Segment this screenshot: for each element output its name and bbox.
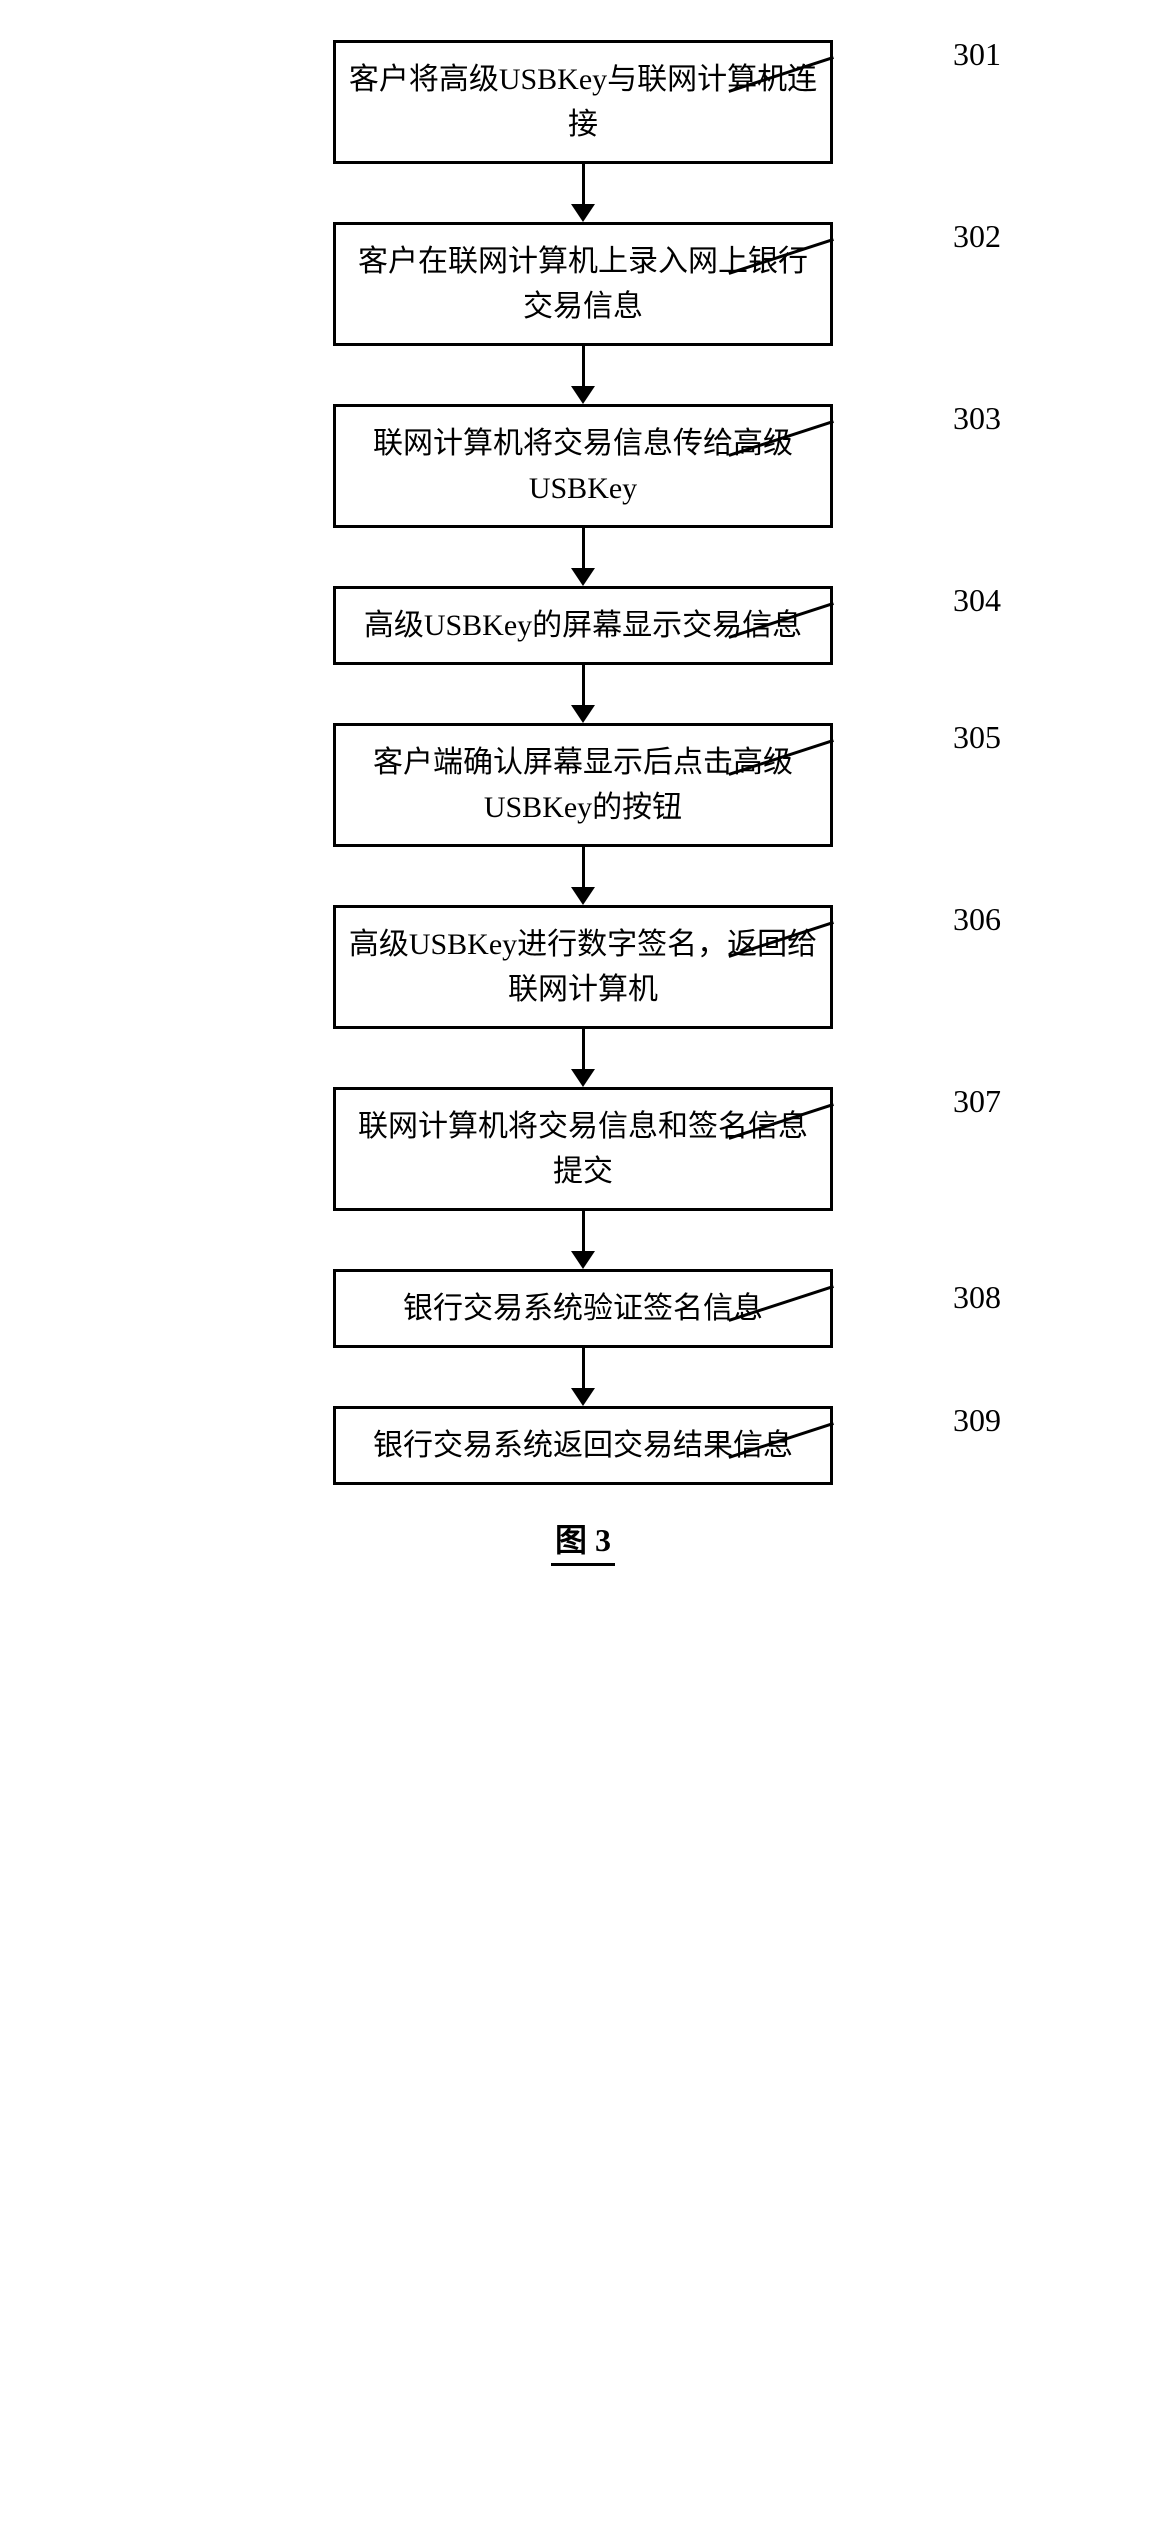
step-label-301: 301 — [953, 36, 1001, 73]
arrow-shaft — [582, 847, 585, 887]
step-box-307: 联网计算机将交易信息和签名信息提交 — [333, 1087, 833, 1211]
step-row-308: 银行交易系统验证签名信息308 — [333, 1269, 833, 1348]
step-box-305: 客户端确认屏幕显示后点击高级USBKey的按钮 — [333, 723, 833, 847]
arrow-shaft — [582, 1029, 585, 1069]
arrow-304 — [333, 665, 833, 723]
step-box-301: 客户将高级USBKey与联网计算机连接 — [333, 40, 833, 164]
arrow-head-icon — [571, 887, 595, 905]
arrow-302 — [333, 346, 833, 404]
step-box-303: 联网计算机将交易信息传给高级USBKey — [333, 404, 833, 528]
step-row-305: 客户端确认屏幕显示后点击高级USBKey的按钮305 — [333, 723, 833, 847]
arrow-303 — [333, 528, 833, 586]
step-label-304: 304 — [953, 582, 1001, 619]
figure-label: 图 3 — [551, 1515, 615, 1566]
step-row-302: 客户在联网计算机上录入网上银行交易信息302 — [333, 222, 833, 346]
step-label-309: 309 — [953, 1402, 1001, 1439]
arrow-shaft — [582, 528, 585, 568]
step-row-307: 联网计算机将交易信息和签名信息提交307 — [333, 1087, 833, 1211]
arrow-head-icon — [571, 705, 595, 723]
arrow-head-icon — [571, 1069, 595, 1087]
step-label-307: 307 — [953, 1083, 1001, 1120]
arrow-308 — [333, 1348, 833, 1406]
step-row-304: 高级USBKey的屏幕显示交易信息304 — [333, 586, 833, 665]
step-row-303: 联网计算机将交易信息传给高级USBKey303 — [333, 404, 833, 528]
arrow-head-icon — [571, 1388, 595, 1406]
arrow-head-icon — [571, 1251, 595, 1269]
step-label-302: 302 — [953, 218, 1001, 255]
arrow-shaft — [582, 1348, 585, 1388]
arrow-307 — [333, 1211, 833, 1269]
step-label-306: 306 — [953, 901, 1001, 938]
arrow-shaft — [582, 665, 585, 705]
arrow-305 — [333, 847, 833, 905]
flowchart-container: 客户将高级USBKey与联网计算机连接301 客户在联网计算机上录入网上银行交易信… — [333, 40, 833, 1485]
arrow-shaft — [582, 346, 585, 386]
arrow-shaft — [582, 164, 585, 204]
step-row-309: 银行交易系统返回交易结果信息309 — [333, 1406, 833, 1485]
step-box-306: 高级USBKey进行数字签名，返回给联网计算机 — [333, 905, 833, 1029]
step-row-301: 客户将高级USBKey与联网计算机连接301 — [333, 40, 833, 164]
arrow-head-icon — [571, 204, 595, 222]
step-label-308: 308 — [953, 1279, 1001, 1316]
arrow-head-icon — [571, 386, 595, 404]
step-box-302: 客户在联网计算机上录入网上银行交易信息 — [333, 222, 833, 346]
step-label-305: 305 — [953, 719, 1001, 756]
step-label-303: 303 — [953, 400, 1001, 437]
arrow-shaft — [582, 1211, 585, 1251]
step-row-306: 高级USBKey进行数字签名，返回给联网计算机306 — [333, 905, 833, 1029]
arrow-head-icon — [571, 568, 595, 586]
arrow-301 — [333, 164, 833, 222]
arrow-306 — [333, 1029, 833, 1087]
